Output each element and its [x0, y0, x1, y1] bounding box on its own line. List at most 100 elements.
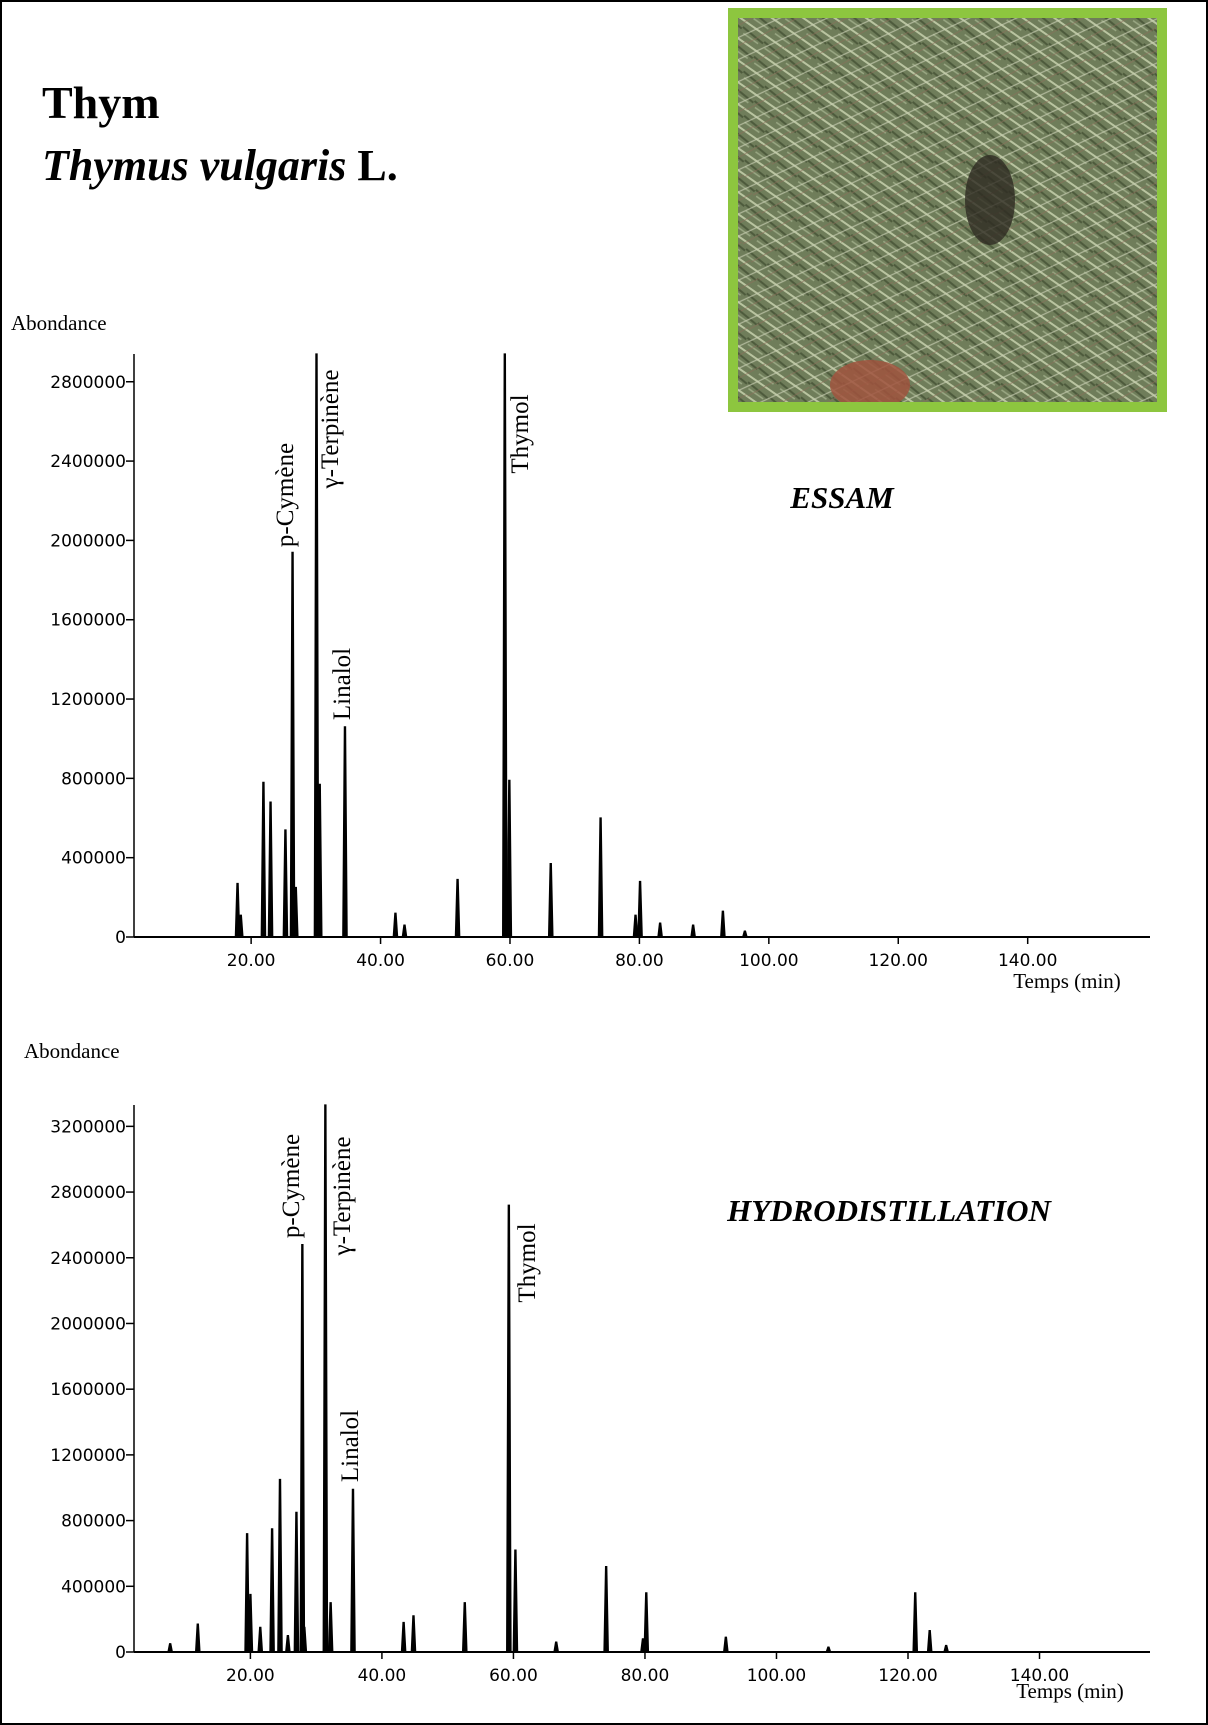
y-tick-label: 2000000: [50, 1314, 126, 1334]
peak: [293, 1511, 300, 1653]
y-tick-label: 2400000: [50, 452, 126, 472]
y-tick-label: 0: [115, 928, 126, 948]
peak: [825, 1646, 832, 1653]
x-tick-label: 100.00: [747, 1666, 806, 1686]
peak: [313, 353, 320, 938]
y-tick-label: 800000: [61, 769, 126, 789]
charts: 0 400000 800000 1200000 1600000 2000000 240000…: [11, 311, 1150, 1703]
y-tick-label: 400000: [61, 849, 126, 869]
peak: [637, 880, 643, 938]
peak: [301, 1626, 308, 1653]
y-tick-label: 0: [115, 1643, 126, 1663]
peak: [603, 1565, 609, 1653]
y-tick-label: 3200000: [50, 1117, 126, 1137]
peak-annotation: p-Cymène: [278, 1134, 305, 1238]
y-tick-label: 2800000: [50, 1183, 126, 1203]
peak: [267, 801, 274, 938]
peak: [512, 1549, 519, 1653]
x-tick-label: 20.00: [226, 1666, 275, 1686]
y-tick-label: 2800000: [50, 373, 126, 393]
peak: [400, 1621, 407, 1653]
y-tick-label: 800000: [61, 1512, 126, 1532]
peak: [506, 779, 513, 938]
x-tick-label: 80.00: [621, 1666, 670, 1686]
peak: [506, 1204, 512, 1653]
peak: [327, 1602, 334, 1653]
peak: [299, 1244, 306, 1653]
x-tick-label: 40.00: [358, 1666, 407, 1686]
peak: [926, 1630, 933, 1653]
peak: [401, 924, 408, 938]
peak: [657, 922, 663, 938]
peak-annotation: p-Cymène: [272, 443, 299, 547]
peak: [350, 1488, 356, 1653]
peak: [943, 1644, 949, 1653]
x-tick-label: 20.00: [227, 951, 276, 971]
authority: L.: [357, 141, 397, 190]
x-tick-label: 60.00: [486, 951, 535, 971]
peak: [194, 1623, 201, 1653]
x-axis-label: Temps (min): [1016, 1679, 1124, 1703]
peak: [553, 1641, 559, 1653]
x-tick-label: 60.00: [489, 1666, 538, 1686]
peak: [720, 910, 726, 938]
y-tick-label: 1600000: [50, 1380, 126, 1400]
peak: [912, 1592, 919, 1653]
method-label: ESSAM: [789, 480, 895, 515]
x-tick-label: 120.00: [869, 951, 928, 971]
y-tick-label: 1200000: [50, 690, 126, 710]
peak: [723, 1636, 729, 1653]
x-tick-label: 140.00: [1010, 1666, 1069, 1686]
peak: [237, 914, 244, 938]
x-tick-label: 80.00: [615, 951, 664, 971]
peak-annotation: Thymol: [514, 1223, 541, 1302]
y-tick-label: 1600000: [50, 611, 126, 631]
peak: [342, 726, 348, 938]
peak-annotation: γ-Terpinène: [329, 1137, 356, 1257]
x-tick-label: 120.00: [878, 1666, 937, 1686]
peak-annotation: Thymol: [507, 394, 534, 473]
peak: [454, 878, 461, 938]
y-tick-label: 2000000: [50, 531, 126, 551]
peak: [285, 1634, 291, 1653]
peak: [167, 1643, 173, 1653]
peak: [234, 882, 241, 938]
y-axis-label: Abondance: [11, 311, 107, 335]
peak: [410, 1615, 417, 1653]
species: Thymus vulgaris: [42, 141, 346, 190]
peak: [322, 1104, 329, 1653]
x-tick-label: 100.00: [739, 951, 798, 971]
peak: [257, 1626, 264, 1653]
peak: [282, 829, 289, 938]
peak: [289, 551, 296, 938]
x-axis-label: Temps (min): [1013, 969, 1121, 993]
peak: [643, 1592, 650, 1653]
peak: [244, 1533, 250, 1653]
x-tick-label: 140.00: [998, 951, 1057, 971]
peak: [292, 886, 299, 938]
peak: [316, 783, 323, 938]
peak: [502, 353, 508, 938]
peak: [742, 930, 748, 938]
peak-annotation: Linalol: [329, 648, 356, 720]
peak: [392, 912, 399, 938]
peak: [461, 1602, 468, 1653]
y-tick-label: 1200000: [50, 1446, 126, 1466]
peak: [260, 781, 267, 938]
peak-annotation: Linalol: [337, 1410, 364, 1482]
title: Thym: [42, 77, 160, 128]
peak: [690, 924, 696, 938]
peak: [277, 1478, 283, 1653]
photo: [728, 8, 1167, 412]
peak: [597, 817, 604, 938]
peak: [632, 914, 639, 938]
y-tick-label: 400000: [61, 1577, 126, 1597]
peak: [269, 1528, 275, 1653]
y-axis-label: Abondance: [24, 1039, 120, 1063]
x-tick-label: 40.00: [356, 951, 405, 971]
peak-annotation: γ-Terpinène: [317, 370, 344, 490]
method-label: HYDRODISTILLATION: [726, 1193, 1052, 1228]
y-tick-label: 2400000: [50, 1249, 126, 1269]
